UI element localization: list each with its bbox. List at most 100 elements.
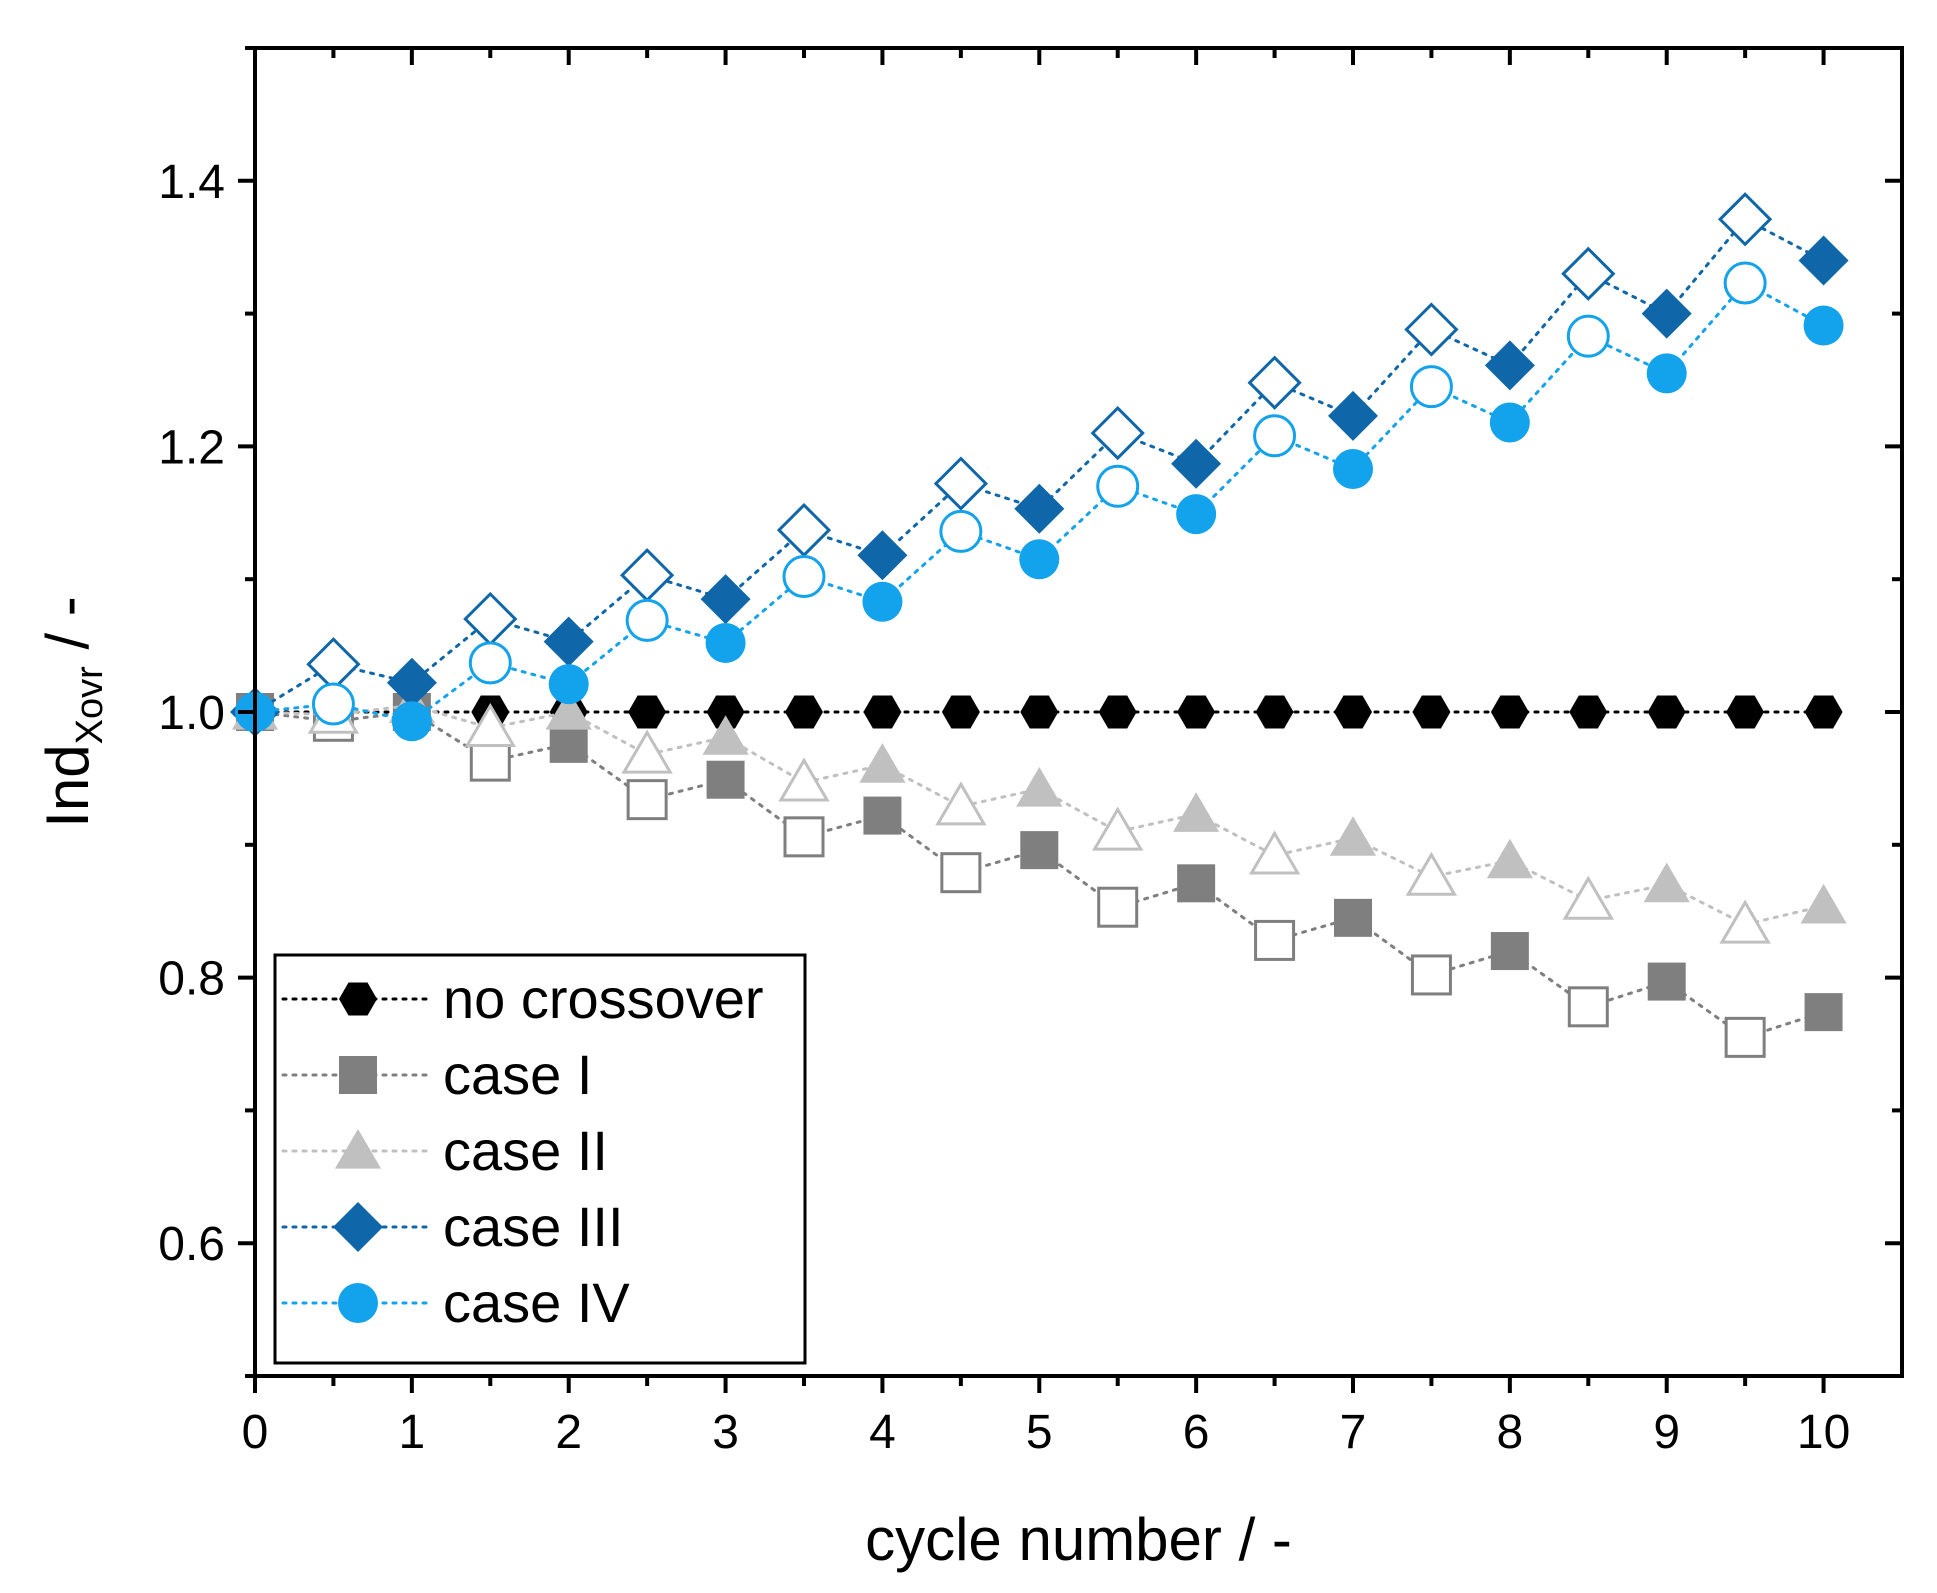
data-point — [1719, 899, 1771, 944]
data-point — [1726, 695, 1765, 729]
y-axis-title: IndXovr / - — [34, 596, 111, 828]
data-point — [1412, 695, 1451, 729]
data-point — [625, 598, 669, 642]
data-point — [1724, 1016, 1766, 1058]
data-point — [1489, 402, 1530, 443]
data-point — [941, 695, 980, 729]
series-line — [253, 281, 1826, 723]
data-point — [783, 816, 825, 858]
y-axis-title-suffix: / - — [34, 596, 101, 666]
data-point — [1803, 305, 1844, 346]
data-point — [1646, 353, 1687, 394]
data-point — [1098, 695, 1137, 729]
data-point — [1254, 919, 1296, 961]
data-point — [785, 695, 823, 729]
data-point — [1409, 365, 1453, 409]
data-point — [1647, 695, 1686, 729]
data-point — [1328, 390, 1378, 441]
data-point — [1255, 695, 1294, 729]
data-point — [939, 509, 983, 553]
data-point — [1096, 464, 1140, 508]
data-point — [1567, 986, 1609, 1028]
data-point — [1490, 695, 1529, 729]
data-point — [863, 695, 902, 729]
data-point — [1173, 792, 1220, 832]
data-point — [619, 548, 675, 603]
data-point — [469, 740, 511, 782]
data-point — [306, 637, 361, 692]
data-point — [702, 715, 749, 755]
x-tick-label: 5 — [1026, 1406, 1053, 1459]
data-point — [1019, 539, 1060, 580]
data-point — [1404, 302, 1459, 357]
data-point — [626, 779, 668, 821]
y-tick-label: 0.8 — [158, 953, 225, 1006]
data-point — [1334, 695, 1372, 729]
data-point — [1020, 831, 1059, 870]
plot-area — [230, 192, 1849, 1058]
data-point — [549, 724, 588, 763]
legend-label: case III — [443, 1195, 624, 1258]
data-point — [628, 695, 667, 729]
data-point — [1410, 954, 1452, 996]
legend-marker — [333, 1202, 383, 1252]
data-point — [1091, 806, 1144, 851]
data-point — [776, 502, 832, 558]
data-point — [706, 695, 745, 729]
data-point — [782, 555, 826, 599]
data-point — [1647, 962, 1686, 1001]
data-point — [940, 852, 982, 894]
legend: no crossover case I case II case III case IV — [273, 953, 807, 1365]
data-point — [1097, 886, 1139, 928]
data-point — [1177, 864, 1216, 903]
data-point — [1723, 261, 1767, 305]
data-point — [1329, 816, 1377, 856]
data-point — [543, 616, 594, 667]
data-point — [857, 530, 908, 581]
data-point — [545, 690, 592, 730]
data-point — [1486, 838, 1533, 879]
x-tick-label: 3 — [712, 1406, 739, 1459]
data-point — [863, 796, 902, 835]
x-axis: 0 1 2 3 4 5 6 7 8 9 10 — [242, 48, 1850, 1459]
data-point — [1014, 483, 1065, 534]
data-point — [463, 591, 518, 647]
y-tick-label: 1.2 — [158, 421, 225, 474]
series-case-iv — [235, 261, 1844, 742]
data-point — [1248, 830, 1301, 875]
data-point — [859, 743, 906, 783]
data-point — [935, 781, 987, 826]
x-tick-label: 10 — [1797, 1406, 1850, 1459]
legend-entry: case IV — [281, 1271, 630, 1334]
legend-marker — [339, 982, 377, 1016]
data-point — [1020, 695, 1059, 729]
x-tick-label: 4 — [869, 1406, 896, 1459]
data-point — [1562, 875, 1615, 920]
legend-label: no crossover — [443, 967, 764, 1030]
data-point — [1177, 695, 1216, 729]
x-tick-label: 8 — [1497, 1406, 1524, 1459]
data-point — [1090, 405, 1145, 461]
data-point — [1484, 340, 1535, 391]
data-point — [391, 701, 432, 742]
data-point — [1334, 898, 1372, 937]
y-axis-title-subscript: Xovr — [69, 666, 111, 744]
data-point — [468, 641, 512, 685]
data-point — [933, 456, 989, 511]
series-no-crossover — [236, 695, 1843, 729]
data-point — [311, 682, 355, 726]
data-point — [1016, 767, 1063, 807]
legend-label: case II — [443, 1119, 608, 1182]
data-point — [1333, 448, 1373, 489]
x-tick-label: 7 — [1340, 1406, 1367, 1459]
y-tick-label: 1.4 — [158, 156, 225, 209]
x-tick-label: 6 — [1183, 1406, 1210, 1459]
y-tick-label: 0.6 — [158, 1218, 225, 1271]
data-point — [1490, 932, 1529, 971]
legend-marker — [339, 1056, 377, 1094]
legend-label: case IV — [443, 1271, 630, 1334]
y-axis: 0.6 0.8 1.0 1.2 1.4 — [158, 46, 1902, 1378]
data-point — [1641, 288, 1692, 339]
legend-entry: no crossover — [281, 967, 764, 1030]
series-line — [253, 217, 1826, 714]
